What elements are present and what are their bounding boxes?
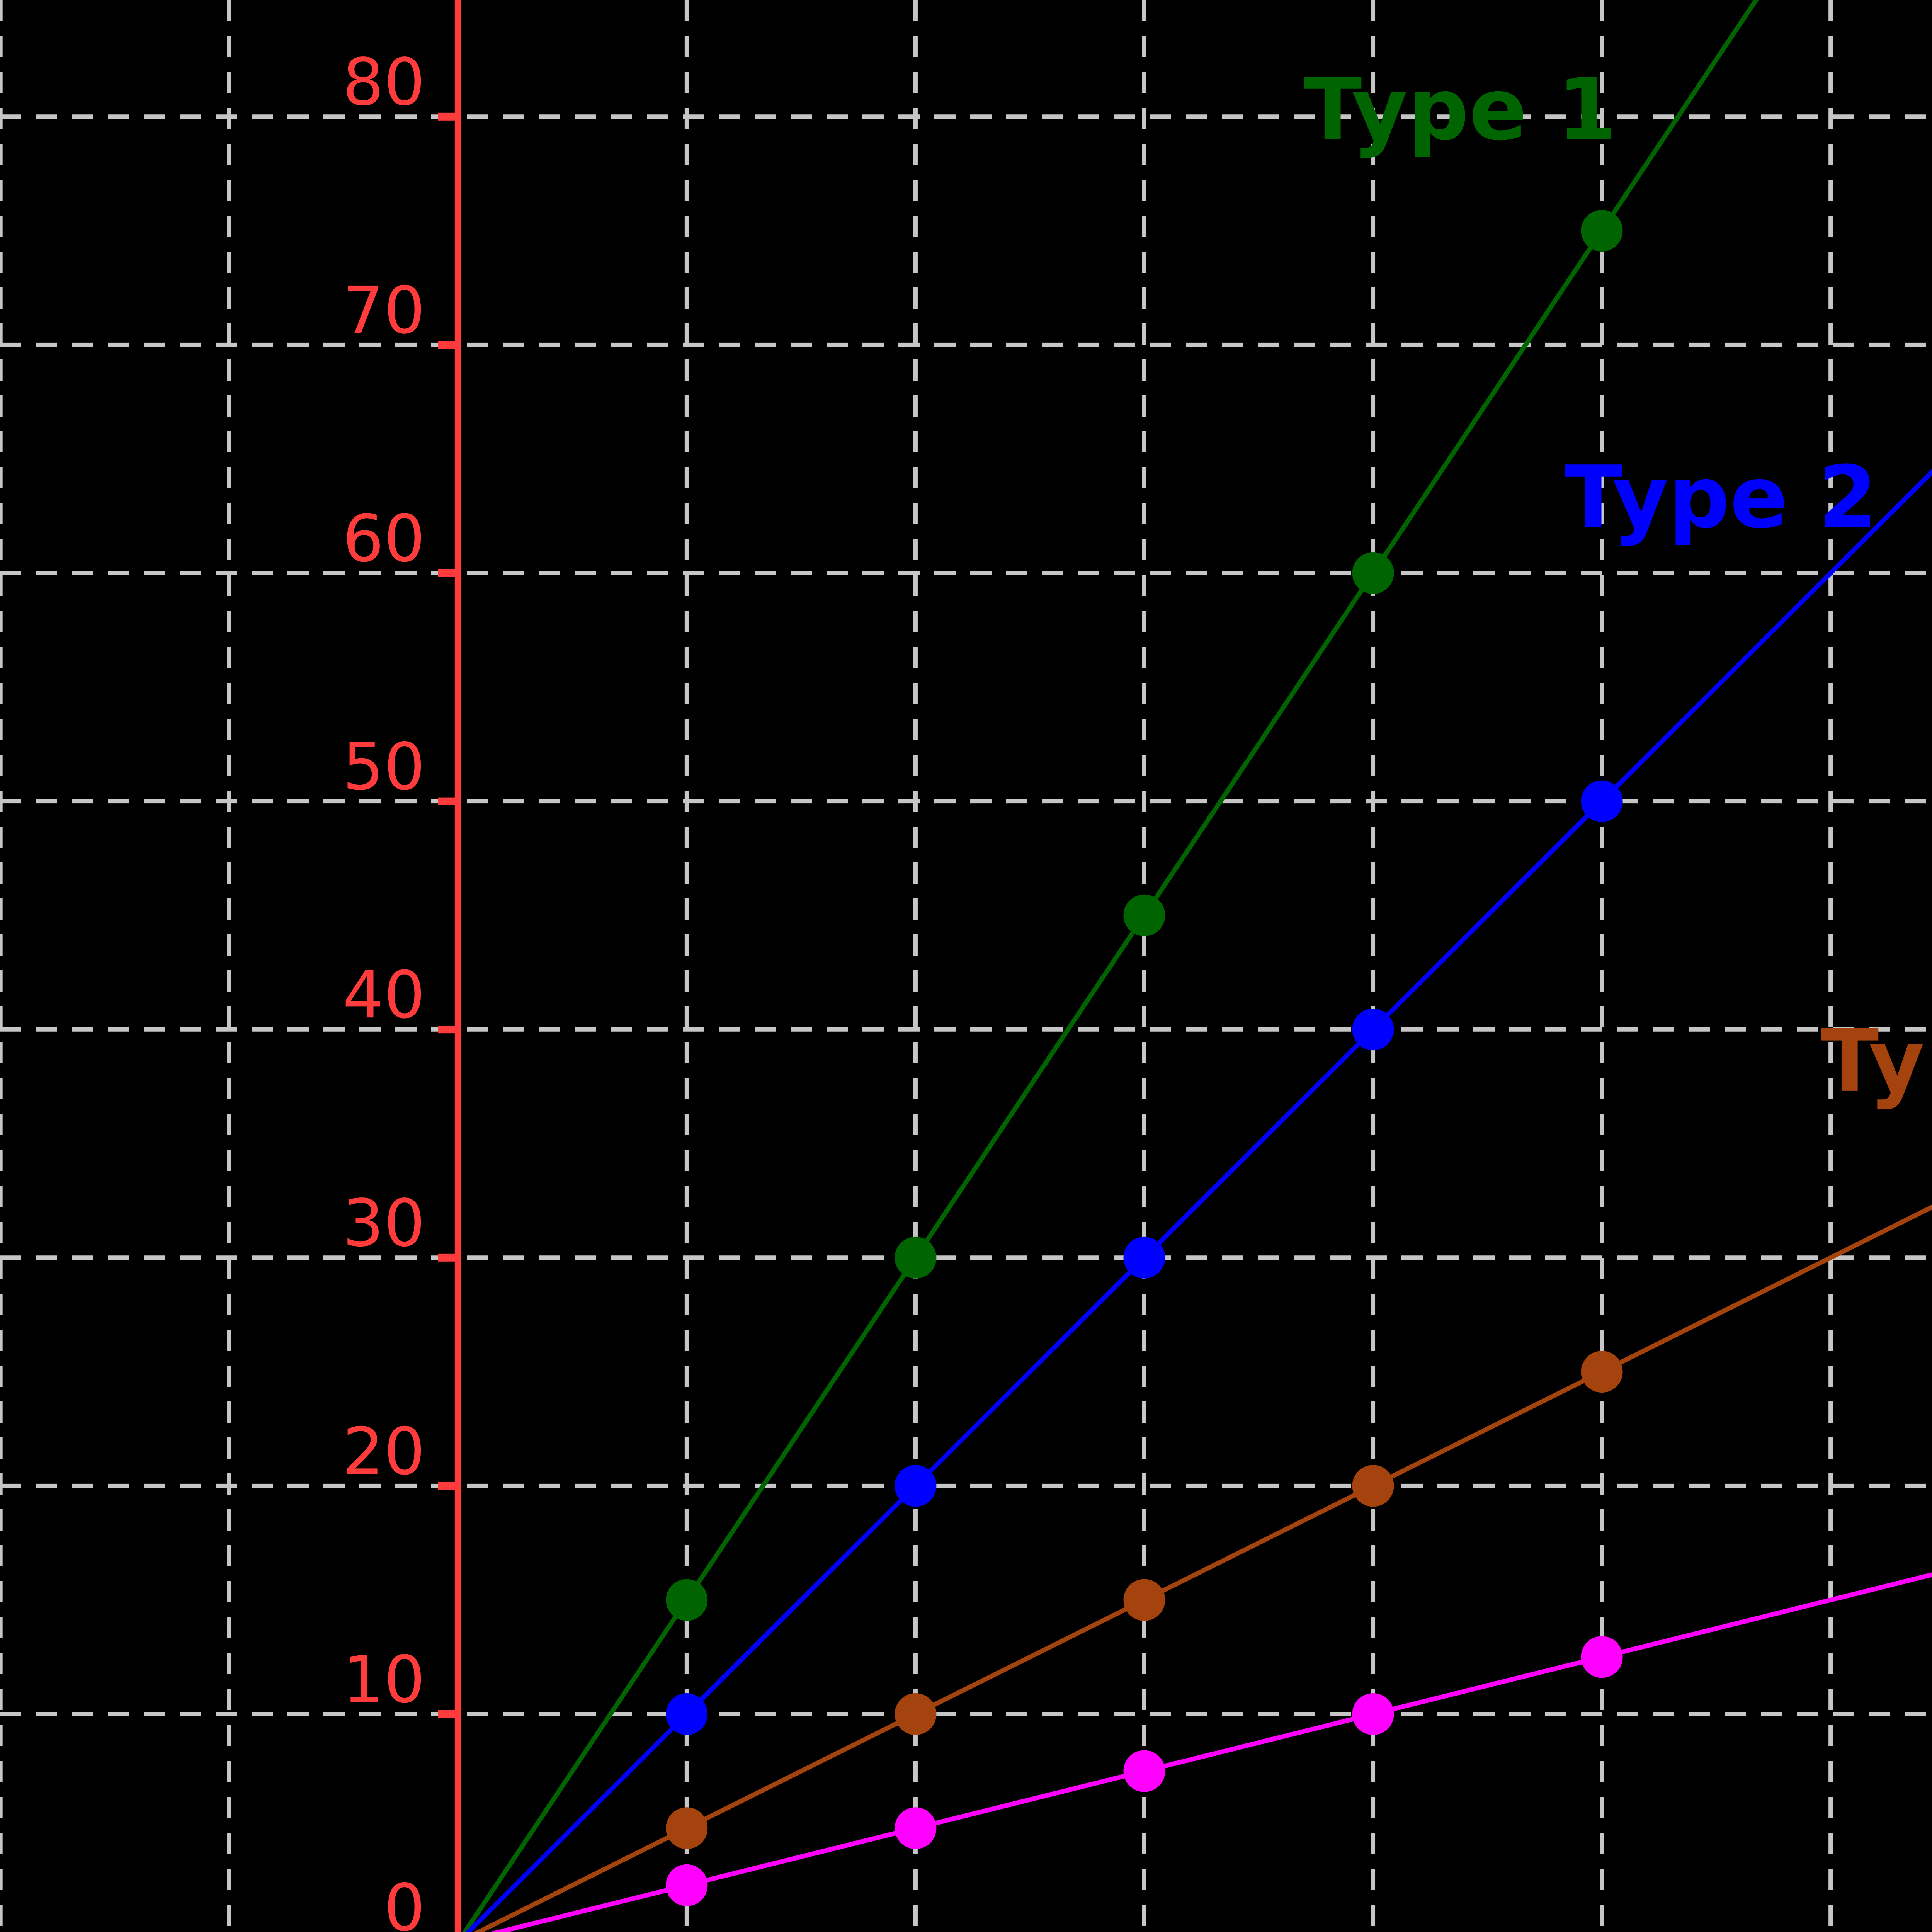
y-tick-10: [438, 1710, 458, 1718]
y-tick-label-80: 80: [343, 44, 425, 120]
data-point-type-3-x20: [1352, 1465, 1394, 1507]
data-point-type-2-x20: [1352, 1009, 1394, 1051]
data-point-type-1-x5: [666, 1579, 708, 1621]
y-tick-label-20: 20: [343, 1413, 425, 1489]
data-point-type-3-x25: [1581, 1351, 1623, 1393]
y-tick-80: [438, 112, 458, 121]
y-tick-20: [438, 1482, 458, 1490]
y-tick-label-30: 30: [343, 1185, 425, 1261]
series-label-1: Type 1: [1303, 60, 1617, 160]
data-point-type-3-x15: [1123, 1579, 1165, 1621]
y-tick-label-50: 50: [343, 729, 425, 805]
data-point-type-4-x5: [666, 1864, 708, 1906]
data-point-type-4-x10: [895, 1807, 937, 1849]
data-point-type-3-x10: [895, 1693, 937, 1735]
y-tick-50: [438, 797, 458, 805]
point-layer: [666, 210, 1623, 1906]
data-point-type-4-x15: [1123, 1750, 1165, 1792]
y-tick-70: [438, 341, 458, 349]
data-point-type-2-x5: [666, 1693, 708, 1735]
y-tick-label-10: 10: [343, 1642, 425, 1718]
y-tick-30: [438, 1253, 458, 1262]
data-point-type-2-x15: [1123, 1236, 1165, 1279]
data-point-type-1-x10: [895, 1236, 937, 1279]
y-tick-40: [438, 1026, 458, 1034]
series-line-4: [490, 1572, 1932, 1932]
y-tick-label-40: 40: [343, 957, 425, 1033]
series-label-2: Type 2: [1564, 448, 1878, 548]
data-point-type-4-x20: [1352, 1693, 1394, 1735]
data-point-type-3-x5: [666, 1807, 708, 1849]
y-tick-60: [438, 569, 458, 577]
tick-layer: [438, 112, 458, 1718]
tick-label-layer: -505101520253035404501020304050607080: [343, 44, 425, 1932]
data-point-type-2-x25: [1581, 780, 1623, 822]
data-point-type-4-x25: [1581, 1636, 1623, 1678]
y-tick-label-0: 0: [384, 1870, 425, 1932]
y-tick-label-60: 60: [343, 501, 425, 577]
data-point-type-1-x25: [1581, 210, 1623, 252]
data-point-type-1-x15: [1123, 894, 1165, 936]
series-label-3: Type 3: [1820, 1012, 1932, 1111]
y-tick-label-70: 70: [343, 272, 425, 348]
data-point-type-2-x10: [895, 1465, 937, 1507]
data-point-type-1-x20: [1352, 552, 1394, 594]
series-line-3: [473, 1204, 1932, 1932]
